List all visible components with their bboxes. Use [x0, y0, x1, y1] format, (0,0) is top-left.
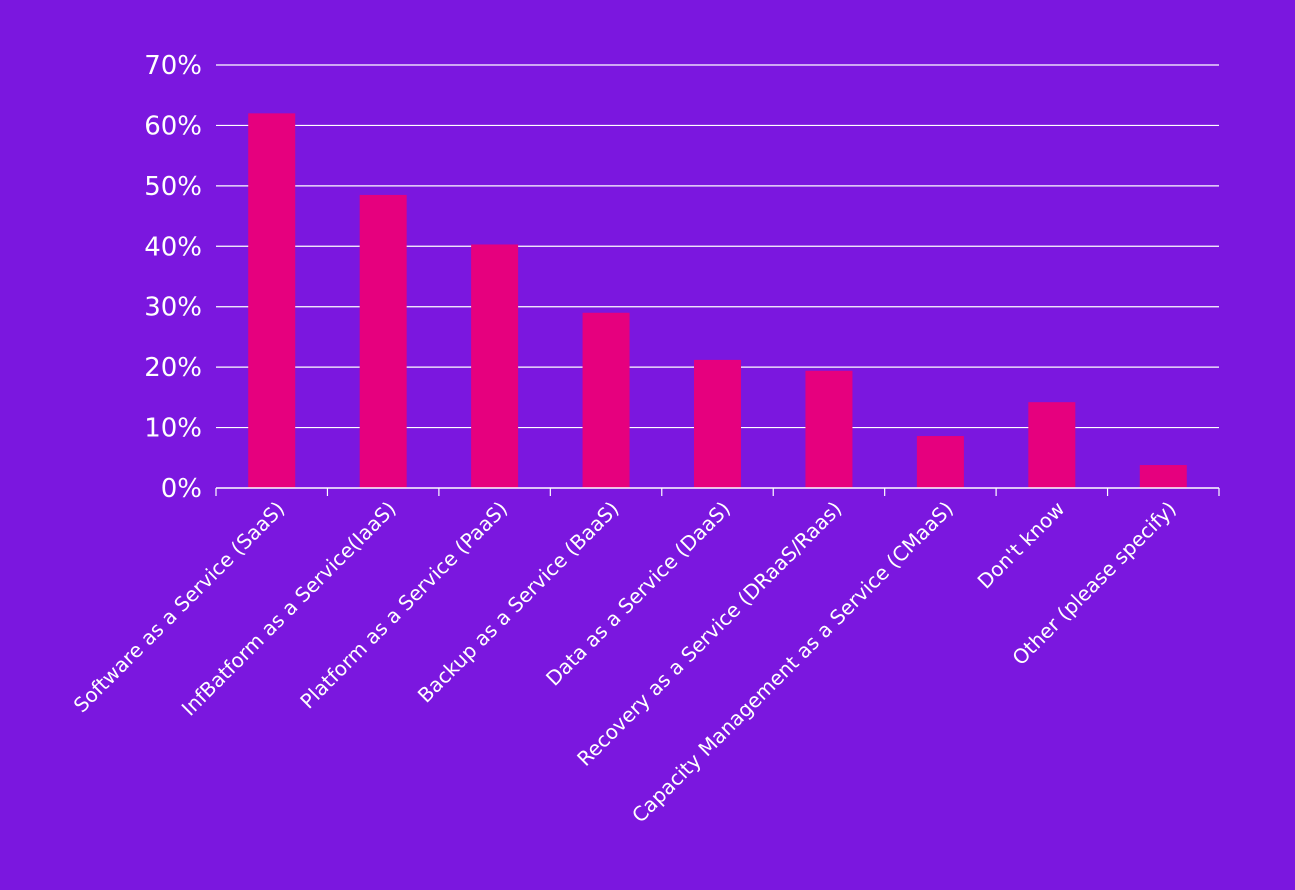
- bar: [1028, 402, 1076, 488]
- x-category-label: Backup as a Service (BaaS): [413, 497, 624, 708]
- x-axis-category-labels: Software as a Service (SaaS)InfBatform a…: [69, 497, 1181, 828]
- bars: [248, 113, 1187, 488]
- bar: [805, 370, 853, 488]
- y-tick-label: 60%: [144, 111, 202, 141]
- x-category-label: Data as a Service (DaaS): [541, 497, 735, 691]
- x-category-label: Platform as a Service (PaaS): [295, 497, 512, 714]
- bar: [1139, 465, 1187, 488]
- x-category-label: InfBatform as a Service(IaaS): [177, 497, 401, 721]
- x-axis: [215, 487, 1220, 496]
- y-tick-label: 30%: [144, 293, 202, 323]
- bar: [582, 312, 630, 488]
- bar: [694, 359, 741, 488]
- y-tick-label: 20%: [144, 353, 202, 383]
- bar: [471, 244, 519, 488]
- x-category-label: Don't know: [973, 497, 1070, 594]
- bar: [248, 113, 296, 488]
- y-tick-label: 10%: [144, 414, 202, 444]
- x-category-label: Software as a Service (SaaS): [69, 497, 290, 718]
- y-tick-label: 50%: [144, 172, 202, 202]
- y-tick-label: 40%: [144, 232, 202, 262]
- y-tick-label: 70%: [144, 51, 202, 81]
- bar: [916, 436, 964, 488]
- y-axis-tick-labels: 0% 10% 20% 30% 40% 50% 60% 70%: [144, 51, 202, 504]
- y-tick-label: 0%: [161, 474, 202, 504]
- bar: [359, 194, 407, 488]
